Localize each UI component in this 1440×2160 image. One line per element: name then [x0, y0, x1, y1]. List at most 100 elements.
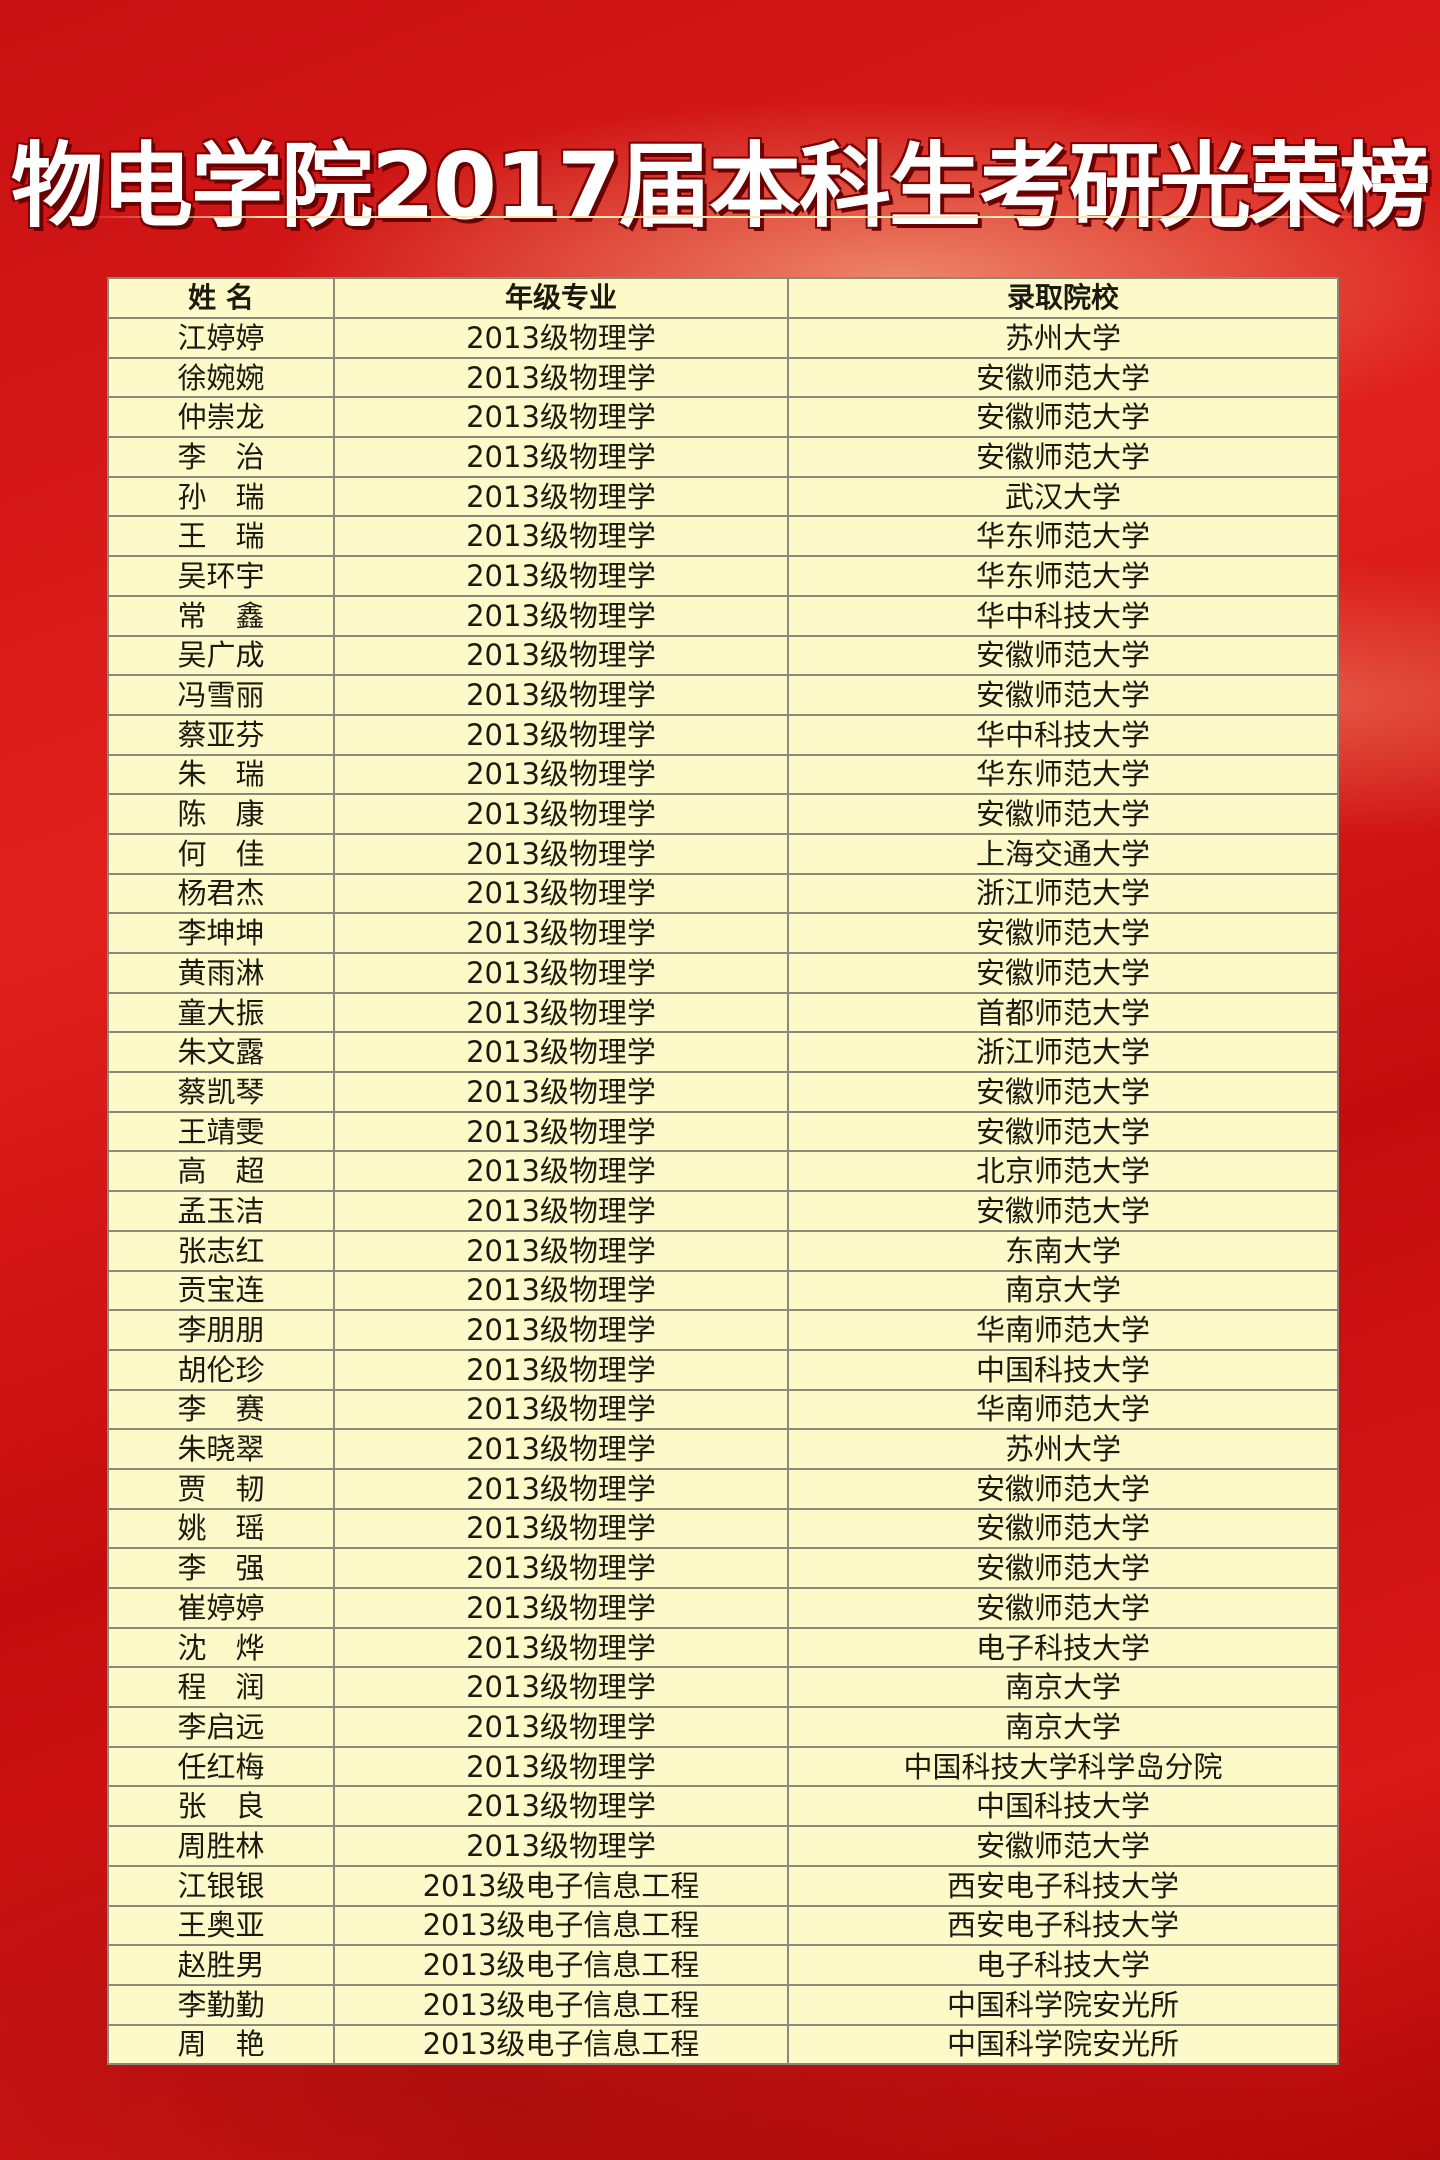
table-row: 贡宝连 2013级物理学 南京大学 [107, 1269, 1339, 1312]
table-row: 周 艳 2013级电子信息工程 中国科学院安光所 [107, 2023, 1339, 2066]
admitted-school: 南京大学 [787, 1269, 1339, 1312]
student-name: 李启远 [107, 1706, 335, 1748]
admitted-school: 上海交通大学 [787, 832, 1339, 875]
table-row: 崔婷婷 2013级物理学 安徽师范大学 [107, 1587, 1339, 1629]
table-row: 常 鑫 2013级物理学 华中科技大学 [107, 594, 1339, 637]
student-name: 崔婷婷 [107, 1587, 335, 1629]
student-name: 赵胜男 [107, 1944, 335, 1986]
admitted-school: 华东师范大学 [787, 515, 1339, 558]
table-row: 赵胜男 2013级电子信息工程 电子科技大学 [107, 1944, 1339, 1986]
admitted-school: 电子科技大学 [787, 1626, 1339, 1669]
page-title: 物电学院2017届本科生考研光荣榜 [10, 133, 1431, 240]
student-name: 朱 瑞 [107, 753, 335, 796]
table-row: 贾 韧 2013级物理学 安徽师范大学 [107, 1467, 1339, 1510]
table-row: 朱 瑞 2013级物理学 华东师范大学 [107, 753, 1339, 796]
grade-major: 2013级物理学 [333, 555, 789, 597]
grade-major: 2013级物理学 [333, 1190, 789, 1232]
student-name: 蔡凯琴 [107, 1071, 335, 1113]
grade-major: 2013级物理学 [333, 1507, 789, 1550]
student-name: 程 润 [107, 1666, 335, 1709]
table-row: 蔡凯琴 2013级物理学 安徽师范大学 [107, 1071, 1339, 1113]
admitted-school: 安徽师范大学 [787, 1071, 1339, 1113]
student-name: 王靖雯 [107, 1110, 335, 1153]
admitted-school: 苏州大学 [787, 1428, 1339, 1470]
grade-major: 2013级物理学 [333, 1110, 789, 1153]
admitted-school: 浙江师范大学 [787, 1031, 1339, 1074]
grade-major: 2013级物理学 [333, 515, 789, 558]
table-row: 姚 瑶 2013级物理学 安徽师范大学 [107, 1507, 1339, 1550]
table-row: 张 良 2013级物理学 中国科技大学 [107, 1785, 1339, 1828]
student-name: 仲崇龙 [107, 396, 335, 439]
admitted-school: 安徽师范大学 [787, 1110, 1339, 1153]
grade-major: 2013级物理学 [333, 1745, 789, 1788]
student-name: 蔡亚芬 [107, 713, 335, 756]
table-row: 冯雪丽 2013级物理学 安徽师范大学 [107, 674, 1339, 716]
student-name: 陈 康 [107, 793, 335, 835]
student-name: 江婷婷 [107, 317, 335, 359]
admitted-school: 南京大学 [787, 1666, 1339, 1709]
table-row: 张志红 2013级物理学 东南大学 [107, 1229, 1339, 1272]
grade-major: 2013级物理学 [333, 1785, 789, 1828]
admitted-school: 安徽师范大学 [787, 912, 1339, 954]
table-row: 李朋朋 2013级物理学 华南师范大学 [107, 1309, 1339, 1351]
student-name: 李 治 [107, 436, 335, 478]
student-name: 朱文露 [107, 1031, 335, 1074]
table-row: 任红梅 2013级物理学 中国科技大学科学岛分院 [107, 1745, 1339, 1788]
table-row: 李坤坤 2013级物理学 安徽师范大学 [107, 912, 1339, 954]
table-row: 蔡亚芬 2013级物理学 华中科技大学 [107, 713, 1339, 756]
admitted-school: 中国科技大学 [787, 1348, 1339, 1391]
student-name: 王 瑞 [107, 515, 335, 558]
student-name: 黄雨淋 [107, 952, 335, 994]
table-row: 沈 烨 2013级物理学 电子科技大学 [107, 1626, 1339, 1669]
header-grade-major: 年级专业 [333, 277, 789, 319]
student-name: 李勤勤 [107, 1983, 335, 2026]
table-row: 陈 康 2013级物理学 安徽师范大学 [107, 793, 1339, 835]
table-row: 李 强 2013级物理学 安徽师范大学 [107, 1547, 1339, 1589]
grade-major: 2013级物理学 [333, 1150, 789, 1193]
admitted-school: 华东师范大学 [787, 555, 1339, 597]
student-name: 周胜林 [107, 1825, 335, 1867]
grade-major: 2013级物理学 [333, 1309, 789, 1351]
admitted-school: 西安电子科技大学 [787, 1904, 1339, 1947]
table-row: 王 瑞 2013级物理学 华东师范大学 [107, 515, 1339, 558]
grade-major: 2013级物理学 [333, 753, 789, 796]
student-name: 李坤坤 [107, 912, 335, 954]
admitted-school: 华南师范大学 [787, 1388, 1339, 1431]
table-row: 高 超 2013级物理学 北京师范大学 [107, 1150, 1339, 1193]
grade-major: 2013级物理学 [333, 1706, 789, 1748]
admitted-school: 安徽师范大学 [787, 436, 1339, 478]
grade-major: 2013级物理学 [333, 1348, 789, 1391]
student-name: 杨君杰 [107, 872, 335, 915]
admitted-school: 华中科技大学 [787, 713, 1339, 756]
student-name: 童大振 [107, 991, 335, 1034]
table-row: 王奥亚 2013级电子信息工程 西安电子科技大学 [107, 1904, 1339, 1947]
student-name: 贾 韧 [107, 1467, 335, 1510]
grade-major: 2013级电子信息工程 [333, 2023, 789, 2066]
table-row: 吴广成 2013级物理学 安徽师范大学 [107, 634, 1339, 677]
admitted-school: 首都师范大学 [787, 991, 1339, 1034]
grade-major: 2013级物理学 [333, 356, 789, 399]
admitted-school: 安徽师范大学 [787, 1507, 1339, 1550]
honor-roll-table: 姓 名 年级专业 录取院校 江婷婷 2013级物理学 苏州大学 徐婉婉 2013级物理学… [107, 277, 1339, 2066]
table-row: 黄雨淋 2013级物理学 安徽师范大学 [107, 952, 1339, 994]
admitted-school: 安徽师范大学 [787, 674, 1339, 716]
admitted-school: 浙江师范大学 [787, 872, 1339, 915]
admitted-school: 中国科学院安光所 [787, 1983, 1339, 2026]
grade-major: 2013级物理学 [333, 1467, 789, 1510]
student-name: 李朋朋 [107, 1309, 335, 1351]
student-name: 冯雪丽 [107, 674, 335, 716]
table-row: 何 佳 2013级物理学 上海交通大学 [107, 832, 1339, 875]
grade-major: 2013级物理学 [333, 396, 789, 439]
student-name: 贡宝连 [107, 1269, 335, 1312]
table-row: 周胜林 2013级物理学 安徽师范大学 [107, 1825, 1339, 1867]
student-name: 吴环宇 [107, 555, 335, 597]
grade-major: 2013级物理学 [333, 872, 789, 915]
grade-major: 2013级物理学 [333, 991, 789, 1034]
table-row: 胡伦珍 2013级物理学 中国科技大学 [107, 1348, 1339, 1391]
header-name: 姓 名 [107, 277, 335, 319]
admitted-school: 安徽师范大学 [787, 1587, 1339, 1629]
table-row: 吴环宇 2013级物理学 华东师范大学 [107, 555, 1339, 597]
admitted-school: 东南大学 [787, 1229, 1339, 1272]
title-divider [78, 216, 1374, 218]
student-name: 任红梅 [107, 1745, 335, 1788]
